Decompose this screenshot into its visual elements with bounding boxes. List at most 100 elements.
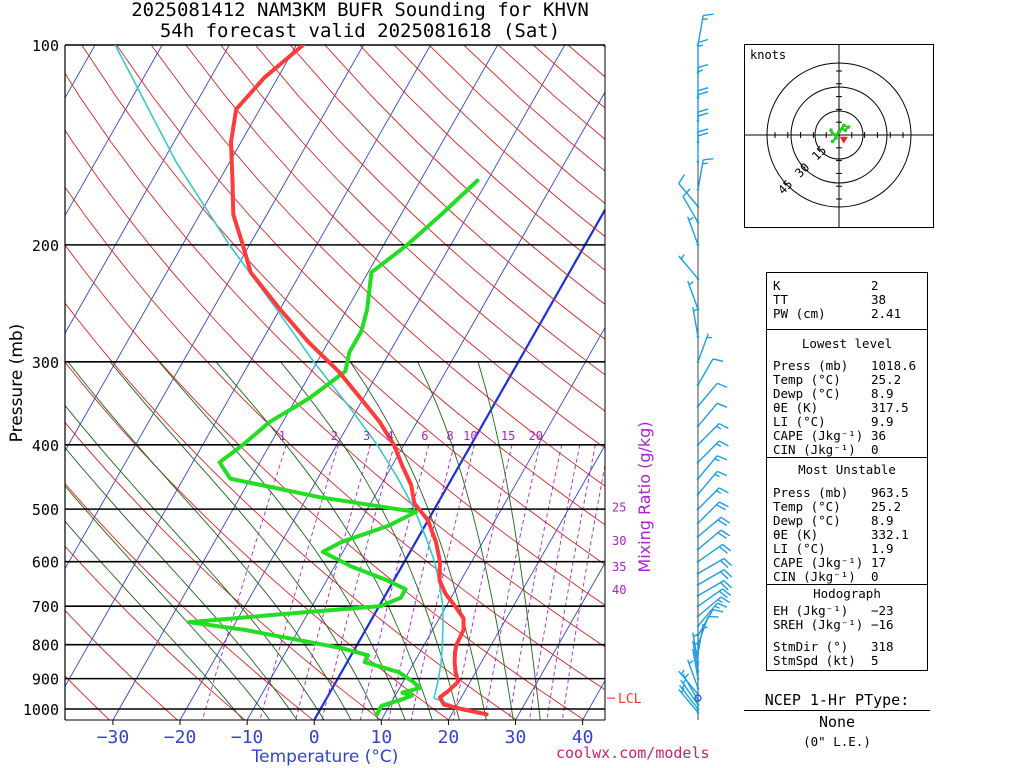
- chart-subtitle: 54h forecast valid 2025081618 (Sat): [159, 20, 561, 42]
- y-tick-label: 800: [32, 637, 59, 655]
- watermark-text: coolwx.com/models: [556, 744, 710, 762]
- param-row-ll-dewp: Dewp (°C) 8.9: [773, 386, 894, 401]
- param-row-sreh: SREH (Jkg⁻¹) −16: [773, 617, 894, 632]
- mixing-ratio-line: [410, 444, 475, 720]
- dry-adiabat-line: [428, 45, 605, 205]
- hodograph-params-header: Hodograph: [813, 586, 881, 601]
- x-axis-label: Temperature (°C): [251, 747, 399, 767]
- lcl-label: LCL: [618, 692, 642, 707]
- divider: [767, 329, 927, 330]
- wind-barb: [696, 580, 733, 597]
- param-row-mu-temp: Temp (°C) 25.2: [773, 499, 902, 514]
- divider: [767, 457, 927, 458]
- wind-barb: [696, 455, 728, 481]
- x-tick-label: 20: [438, 727, 460, 748]
- y-tick-label: 900: [32, 671, 59, 689]
- wind-barb: [687, 280, 700, 311]
- wind-barb: [687, 659, 700, 690]
- isotherm-line: [65, 45, 163, 217]
- dry-adiabat-line: [65, 483, 314, 720]
- dry-adiabat-line: [65, 609, 178, 720]
- dry-adiabat-line: [289, 45, 605, 340]
- dry-adiabat-line: [65, 129, 605, 648]
- isotherm-line: [65, 45, 431, 688]
- isotherm-line: [717, 45, 740, 720]
- wind-barb: [696, 588, 732, 608]
- wind-barb: [696, 543, 732, 563]
- wind-barb: [696, 157, 714, 191]
- param-row-mu-li: LI (°C) 1.9: [773, 541, 894, 556]
- hodograph-ring-label: 45: [775, 177, 795, 197]
- param-row-pw: PW (cm) 2.41: [773, 306, 902, 321]
- param-row-ll-li: LI (°C) 9.9: [773, 414, 894, 429]
- mixing-ratio-label: 3: [363, 429, 370, 443]
- param-row-stmspd: StmSpd (kt) 5: [773, 653, 879, 668]
- mixing-ratio-line: [259, 444, 339, 720]
- isotherm-line: [65, 45, 364, 570]
- wind-barb: [678, 254, 700, 281]
- mixing-ratio-axis-label: Mixing Ratio (g/kg): [635, 421, 654, 572]
- lowest-level-header: Lowest level: [801, 336, 893, 351]
- mixing-ratio-line: [561, 463, 605, 720]
- most-unstable-header: Most Unstable: [798, 462, 896, 477]
- parcel-profile-line: [114, 45, 463, 710]
- ptype-value: None: [818, 713, 856, 731]
- mixing-ratio-label: 40: [612, 583, 626, 597]
- moist-adiabat-line: [280, 361, 460, 720]
- precip-type-panel: NCEP 1-Hr PType: None (0" L.E.): [742, 690, 932, 749]
- wind-barb: [696, 422, 729, 447]
- mixing-ratio-line: [452, 444, 513, 720]
- wind-barb: [696, 608, 724, 637]
- isotherm-line: [650, 45, 740, 720]
- moist-adiabat-line: [417, 361, 514, 720]
- wind-barb: [696, 529, 731, 551]
- dry-adiabat-line: [65, 361, 450, 720]
- wind-barb: [696, 402, 728, 428]
- param-row-ll-thetae: θE (K) 317.5: [773, 400, 909, 415]
- mixing-ratio-line: [201, 444, 287, 720]
- param-row-mu-cin: CIN (Jkg⁻¹) 0: [773, 569, 879, 584]
- divider: [767, 584, 927, 585]
- wind-barb: [696, 38, 709, 74]
- mixing-ratio-label: 4: [387, 429, 394, 443]
- surface-wind-marker: [694, 694, 702, 702]
- mixing-ratio-label: 8: [447, 429, 454, 443]
- wind-barb: [696, 596, 731, 618]
- mixing-ratio-label: 15: [501, 429, 515, 443]
- dewpoint-profile-line: [186, 178, 480, 717]
- mixing-ratio-line: [546, 444, 596, 720]
- wind-barb: [696, 333, 713, 364]
- isotherm-line: [582, 679, 605, 720]
- dry-adiabat-line: [65, 72, 605, 606]
- param-row-ll-temp: Temp (°C) 25.2: [773, 372, 902, 387]
- param-row-mu-dewp: Dewp (°C) 8.9: [773, 513, 894, 528]
- y-tick-label: 1000: [23, 701, 59, 719]
- isotherm-line: [448, 444, 605, 720]
- y-tick-label: 300: [32, 354, 59, 372]
- hodograph-unit-label: knots: [750, 48, 786, 62]
- ptype-amount: (0" L.E.): [803, 734, 871, 749]
- hodograph-panel: 15 30 45 knots: [744, 44, 934, 228]
- x-tick-label: −20: [164, 727, 197, 748]
- dry-adiabat-line: [637, 45, 740, 726]
- mixing-ratio-line: [321, 444, 395, 720]
- temperature-profile-line: [229, 45, 489, 717]
- mixing-ratio-label: 1: [279, 429, 286, 443]
- mixing-ratio-label: 20: [529, 429, 543, 443]
- mixing-ratio-label: 25: [612, 500, 626, 514]
- wind-barb: [696, 382, 728, 408]
- wind-barb: [696, 602, 728, 628]
- mixing-ratio-line: [483, 444, 541, 720]
- dry-adiabat-line: [65, 186, 605, 691]
- moist-adiabat-line: [477, 361, 541, 720]
- wind-barb: [687, 216, 700, 247]
- x-tick-label: 30: [505, 727, 527, 748]
- dry-adiabat-line: [567, 45, 605, 78]
- param-row-mu-thetae: θE (K) 332.1: [773, 527, 909, 542]
- x-tick-label: −30: [97, 727, 130, 748]
- dry-adiabat-line: [116, 45, 605, 526]
- mixing-ratio-label: 10: [463, 429, 477, 443]
- chart-title: 2025081412 NAM3KM BUFR Sounding for KHVN: [131, 0, 589, 21]
- moist-adiabat-line: [109, 361, 379, 720]
- param-row-mu-cape: CAPE (Jkg⁻¹) 17: [773, 555, 887, 570]
